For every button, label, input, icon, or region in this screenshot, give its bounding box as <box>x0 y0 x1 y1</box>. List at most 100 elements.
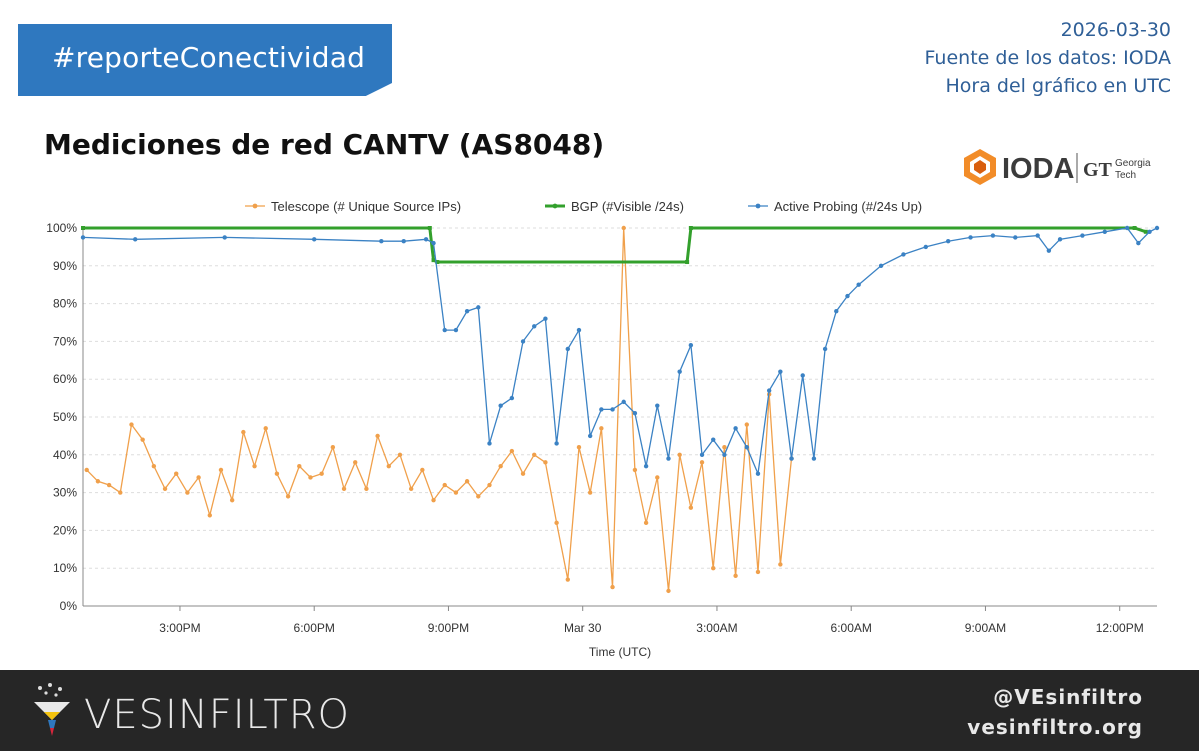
data-point <box>364 486 369 492</box>
data-point <box>81 226 85 230</box>
data-point <box>688 505 694 510</box>
series-layer <box>80 225 1160 594</box>
social-handle: @VEsinfiltro <box>993 685 1143 709</box>
data-point <box>1143 229 1148 234</box>
data-point <box>509 395 515 401</box>
data-point <box>632 467 638 473</box>
series-0 <box>84 225 794 594</box>
report-date: 2026-03-30 <box>1060 19 1171 41</box>
data-point <box>587 490 593 495</box>
data-point <box>755 569 761 575</box>
data-point <box>878 263 884 268</box>
data-point <box>1080 233 1085 238</box>
legend-label: Telescope (# Unique Source IPs) <box>271 199 461 214</box>
data-point <box>778 562 783 567</box>
data-point <box>408 486 414 492</box>
hashtag-text: #reporteConectividad <box>52 41 366 74</box>
legend: Telescope (# Unique Source IPs) BGP (#Vis… <box>245 199 922 214</box>
data-point <box>643 463 649 469</box>
georgia-tech-line1: Georgia <box>1115 158 1151 169</box>
data-point <box>1124 225 1130 231</box>
data-point <box>435 260 440 265</box>
data-point <box>106 482 112 488</box>
data-point <box>487 482 492 488</box>
data-point <box>297 463 302 469</box>
data-point <box>453 327 459 333</box>
brand-wordmark: VESINFILTRO <box>84 692 351 738</box>
chart-title: Mediciones de red CANTV (AS8048) <box>44 128 605 161</box>
hashtag-banner: #reporteConectividad <box>18 24 392 96</box>
y-tick-label: 20% <box>53 523 77 537</box>
data-point <box>968 235 973 240</box>
data-point <box>1132 226 1137 230</box>
data-point <box>610 407 615 412</box>
georgia-tech-line2: Tech <box>1115 170 1136 181</box>
data-point <box>151 463 157 469</box>
website: vesinfiltro.org <box>967 715 1143 739</box>
data-point <box>643 520 649 526</box>
data-point <box>353 460 358 465</box>
data-point <box>677 369 682 374</box>
data-point <box>565 577 570 582</box>
data-point <box>464 308 470 314</box>
data-point <box>621 399 626 405</box>
data-point <box>822 346 828 352</box>
data-point <box>543 316 548 321</box>
data-point <box>431 497 436 503</box>
data-point <box>252 463 257 469</box>
data-point <box>487 441 492 446</box>
data-point <box>655 403 660 408</box>
data-point <box>185 490 190 495</box>
data-point <box>401 239 406 244</box>
data-point <box>923 244 928 250</box>
data-point <box>431 258 436 263</box>
footer: VESINFILTRO @VEsinfiltro vesinfiltro.org <box>0 670 1199 751</box>
georgia-tech-mark-icon: GT <box>1083 159 1113 181</box>
data-point <box>476 305 481 310</box>
data-point <box>442 482 447 488</box>
data-point <box>397 452 403 457</box>
series-2 <box>80 225 1160 477</box>
data-point <box>565 346 570 352</box>
x-tick-label: Mar 30 <box>564 621 602 635</box>
data-point <box>498 463 503 469</box>
data-point <box>744 445 749 450</box>
x-axis-label: Time (UTC) <box>589 645 651 659</box>
y-tick-label: 40% <box>53 448 77 462</box>
data-point <box>800 373 805 378</box>
data-point <box>733 573 738 578</box>
data-point <box>711 437 716 442</box>
data-point <box>308 475 313 480</box>
data-point <box>95 479 101 484</box>
data-point <box>520 471 526 476</box>
data-point <box>509 448 515 454</box>
data-point <box>1057 237 1063 242</box>
data-point <box>1102 229 1107 234</box>
data-point <box>312 237 317 242</box>
data-point <box>263 426 268 431</box>
data-point <box>375 433 380 439</box>
data-point <box>341 486 347 492</box>
data-point <box>80 235 86 240</box>
data-point <box>945 239 951 244</box>
ioda-logo: IODA GT Georgia Tech <box>964 149 1151 185</box>
data-point <box>386 463 391 469</box>
legend-label: Active Probing (#/24s Up) <box>774 199 922 214</box>
data-point <box>901 252 906 257</box>
data-point <box>431 240 436 246</box>
data-point <box>845 293 850 299</box>
y-tick-label: 100% <box>46 221 77 235</box>
data-point <box>1136 240 1141 246</box>
data-point <box>699 460 705 465</box>
data-point <box>621 225 626 231</box>
y-tick-label: 0% <box>60 599 78 613</box>
x-tick-label: 12:00PM <box>1096 621 1144 635</box>
data-point <box>543 460 548 465</box>
y-tick-label: 80% <box>53 297 77 311</box>
data-source: Fuente de los datos: IODA <box>924 47 1171 69</box>
x-tick-label: 9:00PM <box>428 621 469 635</box>
data-point <box>319 471 324 476</box>
vesinfiltro-funnel-icon <box>34 683 70 736</box>
connectivity-chart: 0% 10% 20% 30% 40% 50% 60% 70% 80% 90% 100% 3:00PM 6… <box>46 199 1160 659</box>
data-point <box>554 441 559 446</box>
